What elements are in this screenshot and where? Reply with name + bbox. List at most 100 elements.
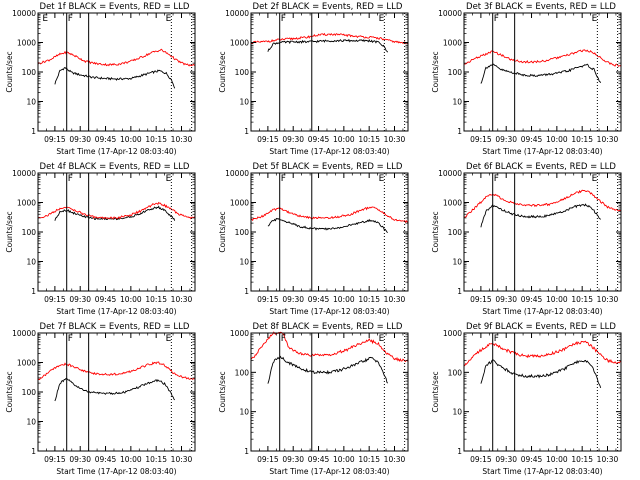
y-tick-label: 10000: [12, 169, 36, 178]
chart-title: Det 2f BLACK = Events, RED = LLD: [253, 2, 403, 12]
marker-label-f: F: [68, 334, 73, 344]
series-line-events: [267, 217, 388, 233]
y-tick-label: 100: [235, 68, 250, 77]
series-line-events: [480, 203, 601, 228]
x-axis-label: Start Time (17-Apr-12 08:03:40): [56, 467, 176, 476]
x-axis-label: Start Time (17-Apr-12 08:03:40): [269, 467, 389, 476]
y-tick-label: 10: [26, 98, 36, 107]
x-tick-label: 10:15: [571, 455, 593, 464]
y-tick-label: 100: [22, 388, 37, 397]
plot-frame: [463, 12, 622, 132]
y-axis-label: Counts/sec: [431, 211, 440, 252]
marker-label-e: E: [166, 14, 172, 24]
y-axis-label: Counts/sec: [218, 371, 227, 412]
series-line-events: [267, 355, 389, 384]
marker-label-f: F: [281, 14, 286, 24]
x-tick-label: 09:15: [44, 295, 66, 304]
y-tick-label: 10000: [438, 9, 462, 18]
chart-panel-4: Det 4f BLACK = Events, RED = LLD Counts/s…: [5, 162, 196, 316]
marker-label-f: F: [494, 174, 499, 184]
x-tick-label: 10:00: [120, 455, 142, 464]
x-tick-label: 09:15: [44, 135, 66, 144]
y-tick-label: 1: [31, 447, 36, 456]
y-tick-label: 100: [448, 368, 463, 377]
y-axis-label: Counts/sec: [5, 51, 14, 92]
chart-panel-2: Det 2f BLACK = Events, RED = LLD Counts/s…: [218, 2, 409, 156]
x-tick-label: 09:30: [282, 455, 304, 464]
series-line-events: [480, 359, 602, 389]
series-line-lld: [463, 340, 622, 367]
marker-label-f: F: [281, 334, 286, 344]
x-tick-label: 10:00: [333, 135, 355, 144]
x-tick-label: 10:30: [171, 295, 193, 304]
x-tick-label: 09:45: [95, 295, 117, 304]
chart-title: Det 8f BLACK = Events, RED = LLD: [253, 322, 403, 332]
chart-title: Det 1f BLACK = Events, RED = LLD: [40, 2, 190, 12]
x-tick-label: 10:30: [384, 455, 406, 464]
chart-panel-1: Det 1f BLACK = Events, RED = LLD Counts/s…: [5, 2, 196, 156]
x-tick-label: 09:45: [95, 135, 117, 144]
x-tick-label: 09:30: [495, 135, 517, 144]
marker-label-e: E: [379, 174, 385, 184]
y-axis-label: Counts/sec: [431, 371, 440, 412]
marker-label-e: E: [166, 174, 172, 184]
chart-panel-9: Det 9f BLACK = Events, RED = LLD Counts/s…: [431, 322, 622, 476]
x-tick-label: 10:30: [171, 135, 193, 144]
y-tick-label: 1000: [230, 329, 249, 338]
y-tick-label: 100: [235, 228, 250, 237]
x-tick-label: 10:15: [145, 455, 167, 464]
y-tick-label: 10000: [225, 169, 249, 178]
chart-title: Det 6f BLACK = Events, RED = LLD: [466, 162, 616, 172]
y-tick-label: 10: [452, 98, 462, 107]
y-axis-label: Counts/sec: [5, 371, 14, 412]
marker-label-f: F: [281, 174, 286, 184]
series-line-lld: [37, 361, 196, 381]
chart-title: Det 9f BLACK = Events, RED = LLD: [466, 322, 616, 332]
x-tick-label: 10:15: [358, 295, 380, 304]
x-tick-label: 09:30: [282, 135, 304, 144]
marker-label-f: F: [494, 334, 499, 344]
series-line-lld: [37, 201, 196, 220]
x-tick-label: 09:15: [257, 295, 279, 304]
marker-label-e: E: [42, 14, 48, 24]
y-tick-label: 100: [448, 228, 463, 237]
x-tick-label: 09:30: [69, 295, 91, 304]
series-line-lld: [463, 49, 622, 67]
x-tick-label: 09:45: [308, 455, 330, 464]
x-axis-label: Start Time (17-Apr-12 08:03:40): [56, 147, 176, 156]
x-axis-label: Start Time (17-Apr-12 08:03:40): [269, 307, 389, 316]
chart-panel-6: Det 6f BLACK = Events, RED = LLD Counts/s…: [431, 162, 622, 316]
x-tick-label: 10:30: [384, 135, 406, 144]
y-tick-label: 1: [457, 127, 462, 136]
chart-title: Det 7f BLACK = Events, RED = LLD: [40, 322, 190, 332]
y-tick-label: 1: [244, 447, 249, 456]
chart-title: Det 3f BLACK = Events, RED = LLD: [466, 2, 616, 12]
x-tick-label: 09:15: [470, 295, 492, 304]
series-line-lld: [250, 32, 409, 45]
x-tick-label: 09:45: [308, 295, 330, 304]
x-tick-label: 10:30: [171, 455, 193, 464]
plot-frame: [463, 172, 622, 292]
x-tick-label: 09:15: [470, 455, 492, 464]
x-axis-label: Start Time (17-Apr-12 08:03:40): [482, 467, 602, 476]
marker-label-e: E: [592, 14, 598, 24]
y-tick-label: 10: [26, 258, 36, 267]
x-tick-label: 09:30: [69, 135, 91, 144]
y-tick-label: 1: [457, 287, 462, 296]
x-tick-label: 10:15: [145, 135, 167, 144]
y-tick-label: 1: [31, 287, 36, 296]
x-axis-label: Start Time (17-Apr-12 08:03:40): [482, 147, 602, 156]
series-line-events: [480, 63, 602, 84]
marker-label-f: F: [68, 174, 73, 184]
x-tick-label: 10:00: [333, 295, 355, 304]
x-tick-label: 10:30: [597, 295, 619, 304]
x-tick-label: 10:30: [597, 135, 619, 144]
x-tick-label: 09:45: [521, 455, 543, 464]
series-line-events: [267, 38, 389, 53]
series-line-lld: [37, 48, 196, 67]
y-axis-label: Counts/sec: [431, 51, 440, 92]
chart-panel-8: Det 8f BLACK = Events, RED = LLD Counts/s…: [218, 322, 409, 476]
x-tick-label: 10:15: [358, 455, 380, 464]
x-tick-label: 10:00: [120, 295, 142, 304]
